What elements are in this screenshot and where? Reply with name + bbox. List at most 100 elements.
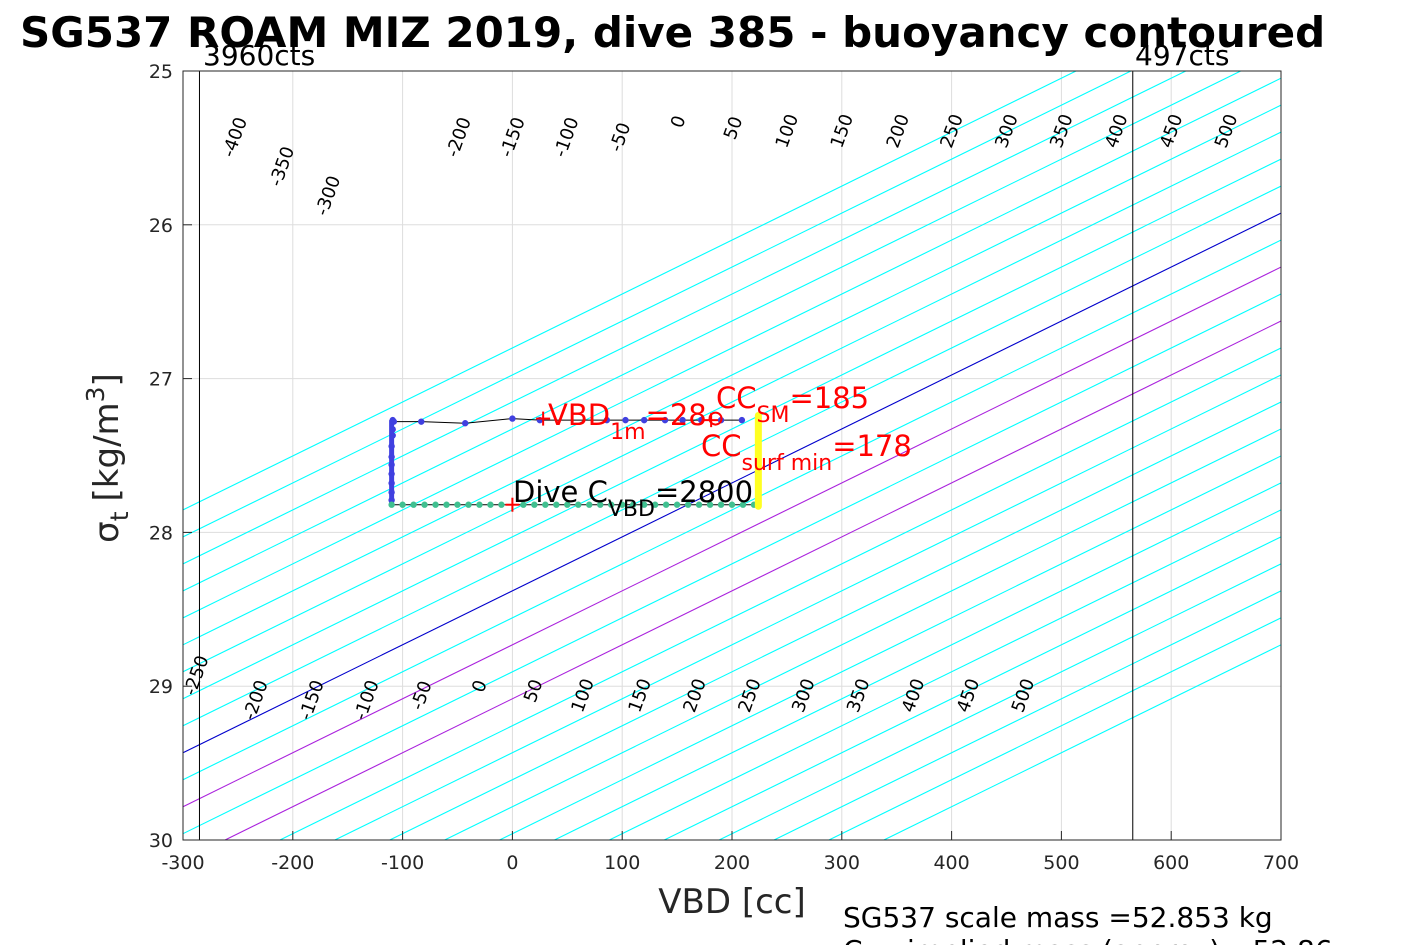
markers (505, 411, 723, 512)
vbd-limit-lines (198, 71, 1134, 840)
dive-track (388, 412, 762, 510)
track-point (542, 501, 549, 508)
track-point (410, 501, 417, 508)
track-point (389, 426, 396, 433)
track-point (651, 501, 659, 508)
buoyancy-highlight-contour-line (183, 266, 1281, 808)
track-point (728, 501, 736, 508)
buoyancy-contour-line (183, 293, 1281, 835)
y-axis-label-subscript: t (105, 511, 134, 521)
track-point (388, 489, 395, 496)
marker-circle (708, 411, 723, 426)
buoyancy-contour-line (279, 347, 1281, 840)
track-point (454, 501, 461, 508)
footer-scale-mass: SG537 scale mass =52.853 kg (843, 901, 1273, 934)
track-point (487, 501, 494, 508)
x-tick-label: 200 (714, 852, 750, 874)
track-point (388, 470, 395, 478)
track-point (661, 416, 669, 424)
track-point (619, 501, 626, 508)
track-point (418, 418, 425, 425)
buoyancy-contour-line (183, 77, 1281, 619)
y-axis-label-superscript: 3 (81, 386, 110, 402)
vbd-limit-label-max: 497cts (1135, 39, 1229, 72)
x-tick-label: -200 (271, 852, 314, 874)
annotation-vbd-1m: VBD1m=28 (548, 398, 707, 445)
track-point (640, 416, 648, 424)
footer-implied-mass: C implied mass (approx) =52.86 (843, 934, 1333, 945)
track-point (432, 501, 439, 508)
y-tick-label: 30 (149, 830, 173, 852)
buoyancy-contour-line (183, 71, 1187, 565)
track-point (695, 501, 703, 508)
track-point (461, 420, 469, 427)
buoyancy-contour-line (828, 617, 1281, 840)
track-point (389, 416, 396, 424)
x-tick-label: 300 (824, 852, 860, 874)
axis-ticks: -300 -200 -100 0 100 200 300 400 500 600 700 25 26 27… (149, 61, 1299, 874)
track-point (443, 501, 450, 508)
track-point (597, 501, 604, 508)
y-tick-label: 26 (149, 215, 173, 237)
x-tick-label: -300 (161, 852, 204, 874)
track-point (717, 501, 725, 508)
x-tick-label: 700 (1263, 852, 1299, 874)
track-point (679, 416, 686, 424)
track-point (388, 461, 395, 468)
track-point (603, 416, 611, 424)
y-tick-label: 29 (149, 676, 173, 698)
annotation-cc-sm: CCSM=185 (716, 381, 869, 428)
track-point (531, 501, 538, 508)
buoyancy-contour-line (609, 509, 1281, 840)
track-point (564, 501, 571, 508)
track-point (388, 501, 395, 508)
x-tick-label: -100 (381, 852, 424, 874)
y-tick-label: 28 (149, 522, 173, 544)
y-axis-label: σt [kg/m3] (81, 373, 134, 543)
vbd-limit-label-min: 3960cts (203, 39, 315, 72)
track-point (421, 501, 428, 508)
buoyancy-contour-line (334, 374, 1281, 840)
x-axis-label: VBD [cc] (658, 882, 806, 922)
buoyancy-contour-line (183, 158, 1281, 700)
buoyancy-contour-line (664, 536, 1281, 840)
track-point (739, 501, 747, 508)
x-tick-label: 400 (933, 852, 969, 874)
track-point (640, 501, 648, 508)
buoyancy-contour-line (883, 644, 1281, 840)
y-tick-label: 25 (149, 61, 173, 83)
track-point (399, 501, 406, 508)
x-tick-label: 600 (1153, 852, 1189, 874)
track-point (388, 496, 395, 504)
buoyancy-contour-line (183, 239, 1281, 781)
track-point (622, 416, 629, 424)
buoyancy-contour-line (183, 185, 1281, 727)
y-axis-label-symbol: σ (87, 521, 127, 543)
buoyancy-contour-line (389, 401, 1281, 840)
track-point (388, 443, 395, 450)
track-point (608, 501, 615, 508)
track-point (629, 501, 637, 508)
buoyancy-highlight-contour-line (224, 320, 1281, 840)
track-point (465, 501, 472, 508)
buoyancy-contour-line (183, 71, 1077, 511)
buoyancy-contour-line (444, 428, 1281, 840)
track-point (738, 416, 746, 424)
buoyancy-contour-line (499, 455, 1281, 840)
buoyancy-contour-line (183, 71, 1241, 592)
track-point (575, 501, 582, 508)
track-point (388, 453, 395, 461)
track-point (673, 501, 681, 508)
x-tick-label: 500 (1043, 852, 1079, 874)
track-point (498, 501, 505, 508)
y-axis-label-close: ] (87, 373, 127, 386)
track-point (698, 416, 705, 424)
buoyancy-contour-line (183, 104, 1281, 646)
y-tick-label: 27 (149, 369, 173, 391)
annotation-cc-surf-min: CCsurf min=178 (701, 429, 912, 476)
track-point (684, 501, 692, 508)
track-point (388, 479, 395, 487)
track-point (662, 501, 670, 508)
buoyancy-contour-line (183, 71, 1132, 538)
